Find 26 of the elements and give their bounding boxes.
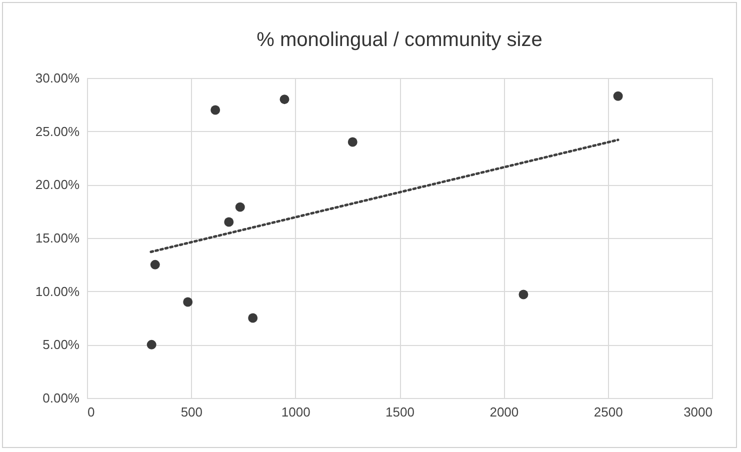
point (224, 217, 234, 227)
point (183, 297, 193, 307)
point (518, 290, 528, 300)
y-tick-label: 0.00% (42, 390, 80, 406)
y-tick-label: 5.00% (42, 337, 80, 352)
y-tick-label: 25.00% (35, 124, 80, 139)
x-tick-label: 1500 (386, 404, 414, 420)
x-tick-label: 2000 (490, 404, 519, 420)
point (613, 91, 623, 101)
point (280, 94, 290, 104)
point (146, 340, 156, 350)
point (210, 105, 220, 115)
x-tick-label: 0 (88, 404, 95, 420)
y-tick-label: 30.00% (35, 70, 80, 86)
x-tick-label: 3000 (684, 404, 712, 420)
x-tick-label: 2500 (594, 404, 623, 420)
point (248, 313, 258, 323)
x-tick-label: 1000 (281, 404, 310, 420)
y-tick-label: 10.00% (35, 284, 80, 299)
point (348, 137, 358, 147)
x-tick-label: 500 (180, 404, 203, 420)
point (150, 260, 160, 270)
chart-title: % monolingual / community size (256, 29, 542, 51)
point (235, 202, 245, 212)
y-tick-label: 20.00% (35, 177, 80, 192)
y-tick-label: 15.00% (35, 230, 80, 246)
